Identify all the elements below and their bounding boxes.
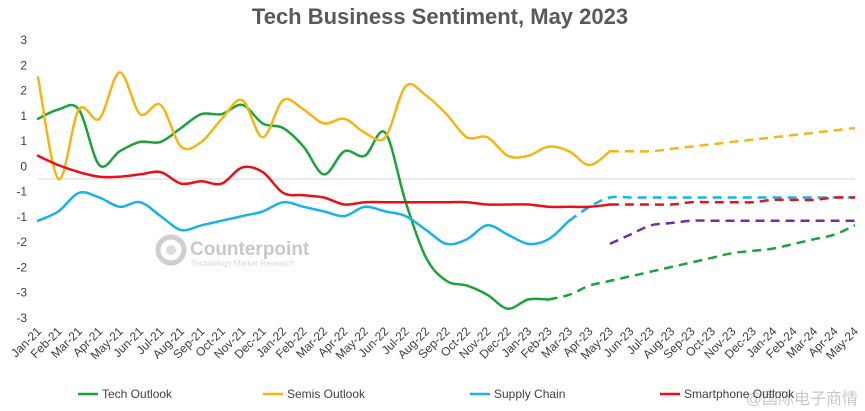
y-tick-label: -2 [16, 260, 27, 274]
corner-watermark: @国际电子商情 [746, 390, 858, 408]
supply-chain-line [36, 191, 571, 246]
y-tick-label: -3 [16, 286, 27, 300]
smartphone-outlook-line [36, 154, 612, 209]
legend-label-supply-chain: Supply Chain [494, 387, 565, 401]
semis-outlook-line [36, 71, 612, 181]
semis-outlook-forecast-line [609, 126, 856, 153]
y-tick-label: 2 [20, 84, 27, 98]
watermark-tagline: Technology Market Research [191, 259, 295, 268]
smartphone-outlook-forecast-line [609, 196, 856, 206]
y-tick-label: 1 [20, 134, 27, 148]
y-tick-label: 1 [20, 109, 27, 123]
y-tick-label: -2 [16, 235, 27, 249]
chart-title: Tech Business Sentiment, May 2023 [252, 4, 628, 29]
supply-chain-forecast-line [568, 195, 855, 222]
watermark: Counterpoint Technology Market Research [155, 234, 310, 268]
y-tick-label: 0 [20, 159, 27, 173]
watermark-brand: Counterpoint [190, 239, 310, 260]
y-tick-label: -3 [16, 311, 27, 325]
series-4-forecast-line [609, 219, 855, 246]
y-tick-label: -1 [16, 210, 27, 224]
series-layer [36, 71, 856, 310]
y-tick-label: 3 [20, 33, 27, 47]
legend-label-tech-outlook: Tech Outlook [102, 387, 173, 401]
tech-outlook-line [36, 103, 550, 310]
legend-label-semis-outlook: Semis Outlook [287, 387, 366, 401]
counterpoint-logo-icon [155, 234, 187, 266]
y-tick-label: 2 [20, 58, 27, 72]
tech-outlook-forecast-line [548, 224, 856, 301]
legend: Tech Outlook Semis Outlook Supply Chain Sma… [78, 387, 795, 401]
y-tick-label: -1 [16, 185, 27, 199]
legend-label-smartphone-outlook: Smartphone Outlook [684, 387, 795, 401]
